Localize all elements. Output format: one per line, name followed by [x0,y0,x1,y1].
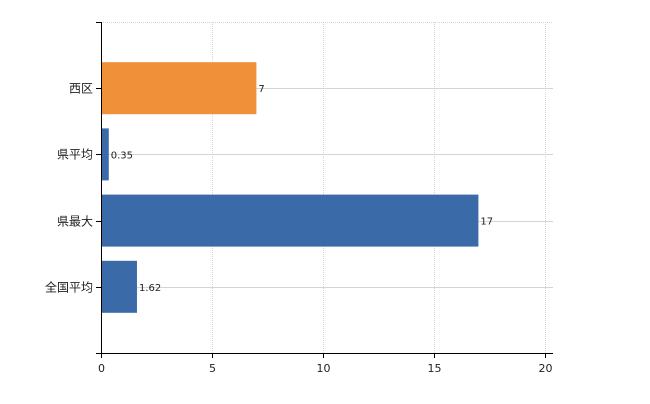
category-label: 県最大 [57,215,93,229]
x-tick-label: 0 [98,362,105,375]
category-label: 全国平均 [45,280,93,295]
x-tick-label: 5 [209,362,216,375]
value-label: 0.35 [111,150,133,161]
bar [102,260,137,313]
x-tick-label: 15 [428,362,442,375]
value-label: 1.62 [139,283,161,294]
bar [102,128,109,181]
x-tick-label: 20 [539,362,553,375]
category-label: 県平均 [57,148,93,162]
bar [102,62,257,115]
value-label: 17 [480,217,493,228]
value-label: 7 [258,84,264,95]
bar [102,194,479,247]
category-label: 西区 [69,82,93,96]
x-tick-label: 10 [317,362,331,375]
